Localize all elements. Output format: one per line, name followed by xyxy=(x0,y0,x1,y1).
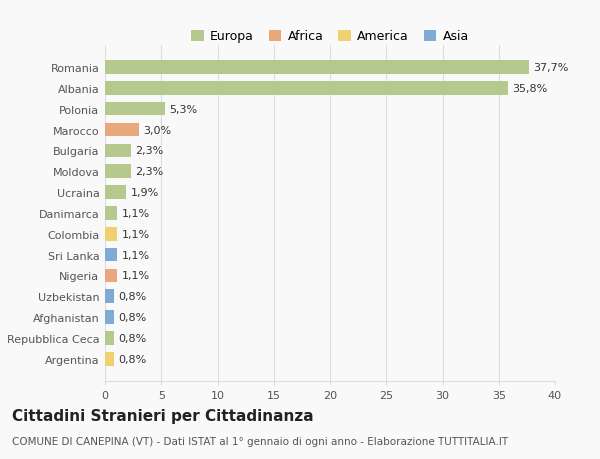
Text: 0,8%: 0,8% xyxy=(119,333,147,343)
Text: 5,3%: 5,3% xyxy=(169,105,197,114)
Bar xyxy=(105,186,127,199)
Bar xyxy=(105,103,164,116)
Text: 0,8%: 0,8% xyxy=(119,291,147,302)
Bar xyxy=(105,207,118,220)
Text: 2,3%: 2,3% xyxy=(136,146,164,156)
Text: 37,7%: 37,7% xyxy=(533,63,569,73)
Text: 3,0%: 3,0% xyxy=(143,125,172,135)
Bar xyxy=(105,331,114,345)
Text: 1,1%: 1,1% xyxy=(122,271,150,281)
Bar xyxy=(105,290,114,303)
Text: 35,8%: 35,8% xyxy=(512,84,548,94)
Bar xyxy=(105,352,114,366)
Text: 1,9%: 1,9% xyxy=(131,188,159,198)
Bar xyxy=(105,248,118,262)
Bar xyxy=(105,123,139,137)
Text: 1,1%: 1,1% xyxy=(122,250,150,260)
Bar xyxy=(105,144,131,158)
Text: Cittadini Stranieri per Cittadinanza: Cittadini Stranieri per Cittadinanza xyxy=(12,409,314,424)
Legend: Europa, Africa, America, Asia: Europa, Africa, America, Asia xyxy=(186,25,474,48)
Text: 0,8%: 0,8% xyxy=(119,354,147,364)
Bar xyxy=(105,228,118,241)
Text: COMUNE DI CANEPINA (VT) - Dati ISTAT al 1° gennaio di ogni anno - Elaborazione T: COMUNE DI CANEPINA (VT) - Dati ISTAT al … xyxy=(12,436,508,446)
Text: 2,3%: 2,3% xyxy=(136,167,164,177)
Bar xyxy=(105,311,114,324)
Text: 1,1%: 1,1% xyxy=(122,208,150,218)
Bar xyxy=(105,269,118,283)
Bar xyxy=(105,165,131,179)
Text: 1,1%: 1,1% xyxy=(122,229,150,239)
Bar xyxy=(105,82,508,95)
Bar xyxy=(105,61,529,75)
Text: 0,8%: 0,8% xyxy=(119,313,147,322)
